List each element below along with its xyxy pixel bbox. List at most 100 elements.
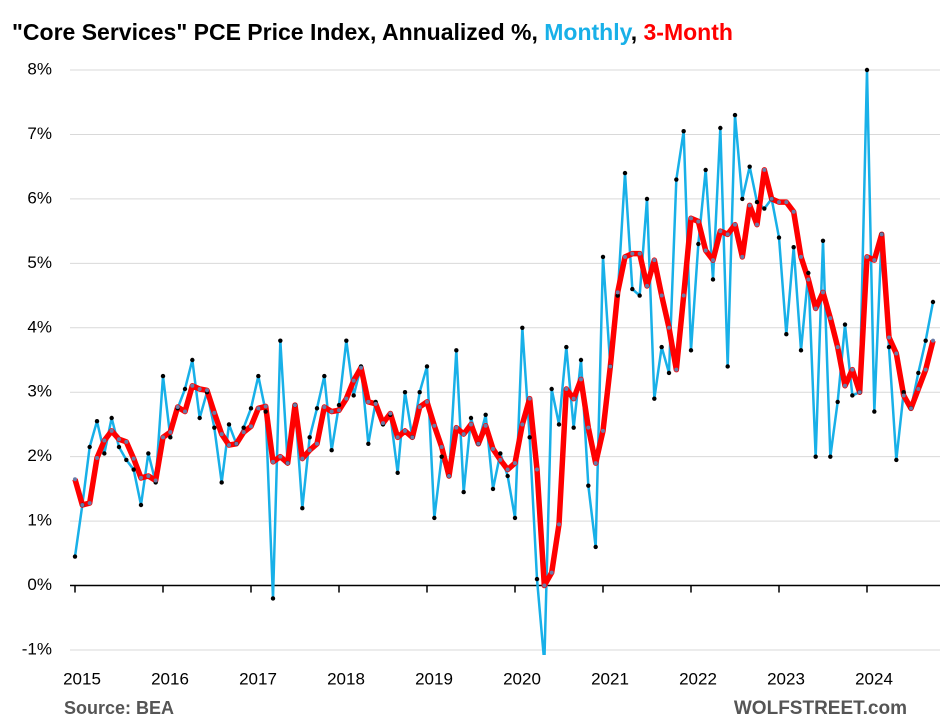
data-point — [820, 238, 826, 243]
data-point — [806, 270, 811, 276]
data-point — [747, 164, 752, 169]
data-point — [623, 254, 627, 259]
data-point — [139, 475, 143, 480]
data-point — [923, 367, 928, 372]
x-tick-label: 2015 — [63, 669, 101, 688]
data-point — [718, 229, 723, 234]
data-point — [652, 258, 657, 263]
data-point — [930, 299, 936, 305]
data-point — [725, 364, 730, 369]
data-point — [557, 522, 561, 527]
data-point — [615, 290, 620, 295]
data-point — [183, 409, 187, 414]
data-point — [94, 419, 100, 424]
data-point — [637, 293, 642, 298]
data-point — [784, 200, 789, 205]
data-point — [256, 406, 261, 411]
data-point — [556, 422, 562, 427]
chart-title: "Core Services" PCE Price Index, Annuali… — [12, 19, 733, 45]
data-point — [564, 387, 569, 391]
data-point — [469, 422, 473, 427]
data-point — [864, 67, 870, 73]
data-point — [168, 435, 173, 440]
x-tick-label: 2018 — [327, 669, 365, 688]
series-line — [73, 68, 935, 655]
data-point — [381, 421, 385, 426]
data-point — [835, 399, 840, 405]
data-point — [344, 396, 349, 401]
data-point — [696, 219, 701, 224]
data-point — [263, 409, 268, 414]
data-point — [410, 435, 415, 440]
title-series: 3-Month — [644, 19, 733, 45]
data-point — [322, 373, 327, 379]
data-point — [571, 396, 576, 401]
data-point — [227, 443, 231, 448]
plot-area — [72, 67, 936, 665]
data-point — [754, 199, 760, 205]
data-point — [124, 439, 129, 444]
data-point — [644, 196, 650, 202]
data-point — [131, 456, 136, 461]
data-point — [894, 457, 899, 463]
brand: WOLFSTREET.com — [734, 698, 907, 719]
data-point — [454, 425, 459, 430]
data-point — [769, 196, 774, 201]
title-main: "Core Services" PCE Price Index, Annuali… — [12, 19, 538, 45]
x-tick-label: 2017 — [239, 669, 277, 688]
data-point — [916, 387, 921, 391]
title-series: Monthly — [544, 19, 632, 45]
data-point — [278, 338, 283, 343]
data-point — [828, 454, 833, 459]
data-point — [468, 415, 474, 421]
data-point — [762, 206, 767, 211]
data-point — [483, 423, 488, 428]
data-point — [241, 425, 246, 430]
data-point — [710, 277, 716, 282]
data-point — [688, 348, 694, 353]
data-point — [153, 478, 158, 483]
data-point — [901, 390, 906, 395]
x-tick-label: 2019 — [415, 669, 453, 688]
data-point — [674, 367, 679, 372]
data-point — [630, 286, 635, 292]
data-point — [909, 406, 913, 411]
data-point — [637, 251, 642, 256]
data-point — [850, 393, 855, 398]
data-point — [395, 470, 400, 475]
data-point — [483, 412, 488, 417]
data-point — [424, 364, 430, 369]
data-point — [403, 428, 407, 433]
data-point — [601, 428, 605, 433]
data-point — [498, 457, 503, 462]
y-tick-label: 4% — [27, 317, 52, 336]
data-point — [835, 345, 840, 350]
data-point — [645, 283, 649, 288]
data-point — [586, 483, 591, 488]
data-point — [777, 200, 781, 205]
data-point — [351, 393, 356, 398]
data-point — [454, 348, 459, 353]
data-point — [872, 409, 877, 414]
data-point — [351, 378, 356, 383]
data-point — [527, 435, 532, 440]
data-point — [315, 441, 319, 446]
data-point — [579, 377, 583, 382]
data-point — [798, 348, 804, 353]
data-point — [791, 209, 796, 214]
data-point — [461, 432, 466, 437]
data-point — [512, 515, 518, 521]
data-point — [732, 112, 738, 118]
x-tick-label: 2016 — [151, 669, 189, 688]
data-point — [696, 241, 701, 247]
title-separator: , — [631, 19, 637, 45]
data-point — [659, 344, 664, 350]
data-point — [87, 501, 92, 506]
data-point — [197, 415, 202, 421]
data-point — [703, 248, 708, 253]
data-point — [879, 232, 884, 237]
data-point — [527, 396, 532, 401]
data-point — [571, 425, 576, 430]
data-point — [542, 661, 546, 665]
data-point — [146, 451, 151, 456]
